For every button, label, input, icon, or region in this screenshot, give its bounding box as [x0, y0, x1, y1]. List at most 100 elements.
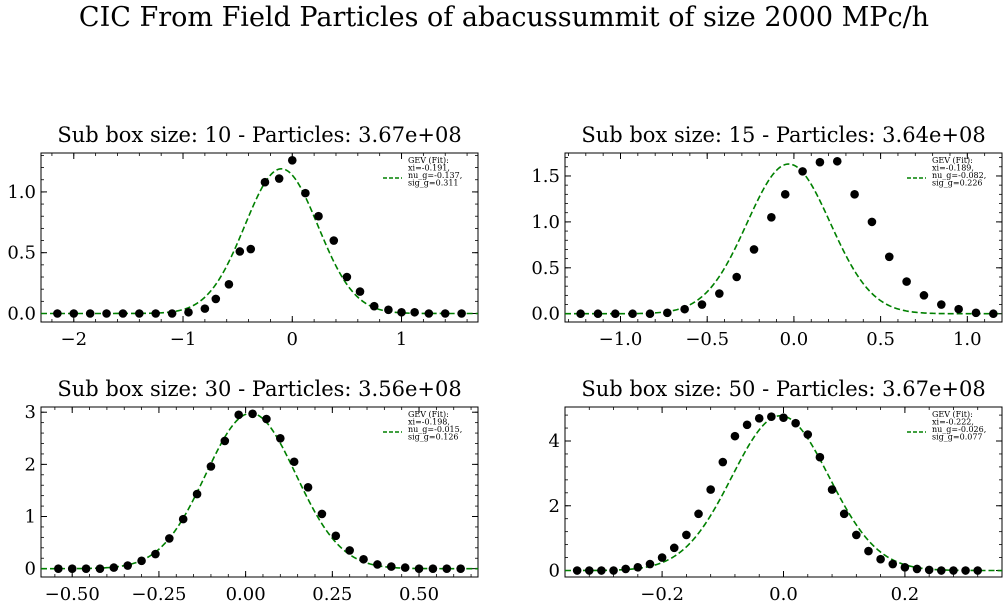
data-point [645, 559, 655, 569]
data-point [220, 436, 230, 446]
legend-text: sig_g=0.311 [408, 179, 459, 188]
x-tick-label: 1.0 [953, 329, 982, 350]
data-point [663, 308, 672, 318]
data-point [85, 309, 95, 318]
x-tick-label: −0.2 [640, 584, 684, 605]
legend-text: sig_g=0.126 [408, 433, 459, 442]
data-point [730, 431, 740, 441]
subplot-title: Sub box size: 10 - Particles: 3.67e+08 [57, 123, 461, 147]
data-point [331, 531, 341, 541]
data-point [621, 564, 630, 574]
data-point [384, 305, 393, 315]
x-tick-label: −0.25 [131, 584, 186, 605]
data-point [937, 566, 946, 575]
y-tick-label: 0.0 [7, 303, 36, 324]
data-point [345, 546, 354, 555]
data-point [397, 307, 406, 317]
fit-curve [41, 168, 478, 315]
x-tick-label: 1 [396, 329, 407, 350]
data-point [715, 289, 724, 298]
data-point [912, 564, 922, 574]
y-tick-label: 0 [549, 561, 560, 582]
data-point [697, 300, 707, 309]
y-tick-label: 4 [549, 431, 560, 452]
data-point [359, 554, 368, 564]
data-point [274, 174, 284, 183]
data-point [200, 304, 210, 313]
data-point [165, 534, 174, 543]
data-point [118, 309, 128, 318]
data-point [867, 217, 877, 227]
x-tick-label: 0 [287, 329, 298, 350]
data-point [303, 483, 313, 492]
x-tick-label: 0.00 [226, 584, 266, 605]
axes-frame [40, 152, 479, 323]
data-point [414, 564, 424, 573]
subplot-1: Sub box size: 10 - Particles: 3.67e+08 −2… [7, 123, 479, 350]
data-point [779, 413, 788, 422]
legend-text: GEV (Fit): [408, 156, 449, 165]
data-point [428, 564, 438, 573]
data-point [657, 553, 667, 562]
legend-text: GEV (Fit): [932, 156, 973, 165]
data-point [669, 543, 679, 553]
data-point [827, 485, 837, 494]
legend-text: sig_g=0.226 [932, 179, 983, 188]
legend-text: xi=-0.189, [932, 164, 974, 173]
data-point [706, 485, 715, 494]
legend-text: nu_g=-0.082, [932, 171, 986, 180]
data-point [184, 307, 193, 317]
data-point [682, 530, 691, 540]
data-point [54, 564, 63, 573]
data-point [260, 177, 270, 187]
data-point [973, 566, 983, 575]
data-point [373, 560, 382, 569]
data-point [151, 309, 161, 318]
x-tick-label: 0.5 [866, 329, 895, 350]
x-tick-label: 0.0 [769, 584, 798, 605]
data-point [767, 412, 776, 422]
data-point [400, 563, 410, 572]
y-tick-label: 2 [549, 496, 560, 517]
data-point [609, 566, 618, 575]
data-point [961, 566, 970, 575]
legend-text: xi=-0.198, [408, 418, 450, 427]
data-point [919, 291, 929, 300]
data-point [572, 566, 582, 575]
legend-text: sig_g=0.077 [932, 433, 983, 442]
data-point [815, 452, 825, 462]
data-point [211, 294, 221, 304]
data-point [924, 565, 934, 575]
data-point [628, 309, 637, 319]
subplot-title: Sub box size: 15 - Particles: 3.64e+08 [581, 123, 985, 147]
y-tick-label: 2 [25, 454, 36, 475]
data-point [888, 559, 898, 569]
data-point [954, 304, 963, 314]
data-point [576, 309, 585, 319]
data-point [301, 188, 310, 198]
data-point [742, 420, 752, 430]
data-point [410, 307, 419, 317]
data-point [440, 309, 450, 318]
data-point [645, 309, 655, 319]
data-point [900, 562, 910, 572]
data-point [610, 309, 620, 319]
y-tick-label: 0.5 [7, 243, 36, 264]
data-point [276, 433, 285, 443]
x-tick-label: 0.50 [399, 584, 439, 605]
data-point [424, 309, 434, 318]
data-point [633, 562, 643, 572]
legend-text: GEV (Fit): [408, 410, 449, 419]
data-point [123, 561, 133, 570]
data-point [109, 563, 119, 572]
y-tick-label: 3 [25, 402, 36, 423]
data-point [67, 564, 77, 573]
data-point [192, 489, 202, 499]
legend-text: GEV (Fit): [932, 410, 973, 419]
data-point [832, 156, 842, 166]
data-point [949, 566, 958, 575]
x-tick-label: −1.0 [599, 329, 643, 350]
data-point [593, 309, 603, 319]
data-point [135, 309, 144, 318]
